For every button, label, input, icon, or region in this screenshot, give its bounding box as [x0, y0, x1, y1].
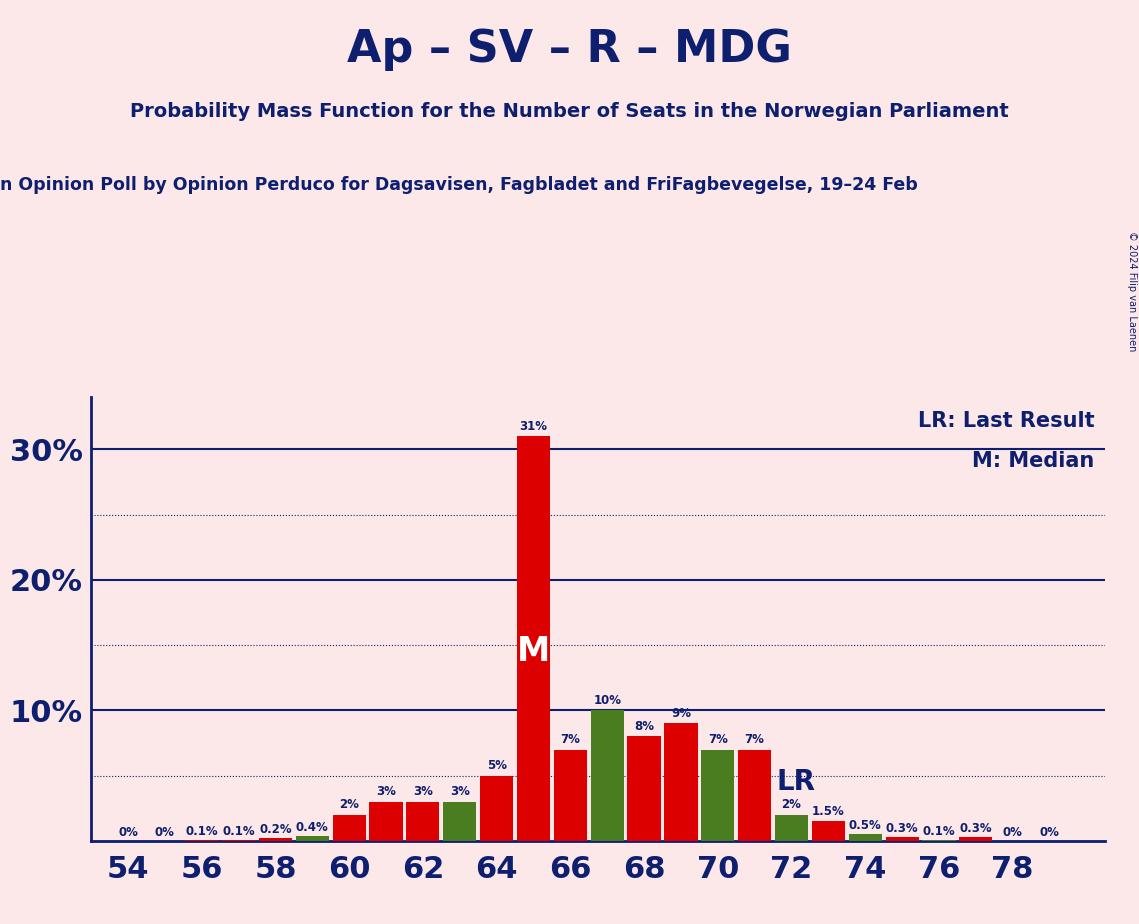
Text: 0%: 0% — [1002, 826, 1023, 839]
Text: 7%: 7% — [707, 734, 728, 747]
Bar — [923, 840, 956, 841]
Text: 0%: 0% — [118, 826, 138, 839]
Text: 1.5%: 1.5% — [812, 805, 845, 818]
Text: n Opinion Poll by Opinion Perduco for Dagsavisen, Fagbladet and FriFagbevegelse,: n Opinion Poll by Opinion Perduco for Da… — [0, 176, 918, 193]
Bar — [664, 723, 697, 841]
Bar — [369, 802, 402, 841]
Bar — [333, 815, 366, 841]
Bar — [885, 837, 919, 841]
Text: 31%: 31% — [519, 420, 548, 433]
Text: LR: Last Result: LR: Last Result — [918, 410, 1095, 431]
Text: Probability Mass Function for the Number of Seats in the Norwegian Parliament: Probability Mass Function for the Number… — [130, 102, 1009, 121]
Text: 0.3%: 0.3% — [886, 822, 918, 835]
Text: 0%: 0% — [155, 826, 174, 839]
Text: 3%: 3% — [376, 785, 396, 798]
Bar — [517, 436, 550, 841]
Text: 2%: 2% — [781, 798, 802, 811]
Text: 7%: 7% — [745, 734, 764, 747]
Text: 0.4%: 0.4% — [296, 821, 329, 833]
Text: 0.5%: 0.5% — [849, 820, 882, 833]
Text: 0%: 0% — [1040, 826, 1059, 839]
Text: 0.1%: 0.1% — [222, 824, 255, 837]
Bar — [443, 802, 476, 841]
Text: 3%: 3% — [450, 785, 469, 798]
Bar — [554, 749, 587, 841]
Bar — [296, 835, 329, 841]
Text: 0.1%: 0.1% — [186, 824, 218, 837]
Text: M: Median: M: Median — [973, 451, 1095, 470]
Bar — [702, 749, 735, 841]
Text: 7%: 7% — [560, 734, 580, 747]
Text: LR: LR — [777, 768, 816, 796]
Text: M: M — [517, 635, 550, 668]
Text: 10%: 10% — [593, 694, 621, 707]
Text: 8%: 8% — [634, 720, 654, 734]
Text: 0.2%: 0.2% — [259, 823, 292, 836]
Bar — [407, 802, 440, 841]
Bar — [480, 775, 514, 841]
Text: © 2024 Filip van Laenen: © 2024 Filip van Laenen — [1126, 231, 1137, 351]
Text: Ap – SV – R – MDG: Ap – SV – R – MDG — [347, 28, 792, 71]
Bar — [849, 834, 882, 841]
Bar — [959, 837, 992, 841]
Text: 0.3%: 0.3% — [959, 822, 992, 835]
Text: 5%: 5% — [486, 760, 507, 772]
Bar — [591, 711, 624, 841]
Bar — [812, 821, 845, 841]
Text: 9%: 9% — [671, 707, 691, 720]
Bar — [186, 840, 219, 841]
Bar — [775, 815, 808, 841]
Bar — [259, 838, 292, 841]
Text: 3%: 3% — [413, 785, 433, 798]
Bar — [738, 749, 771, 841]
Bar — [628, 736, 661, 841]
Bar — [222, 840, 255, 841]
Text: 2%: 2% — [339, 798, 359, 811]
Text: 0.1%: 0.1% — [923, 824, 956, 837]
